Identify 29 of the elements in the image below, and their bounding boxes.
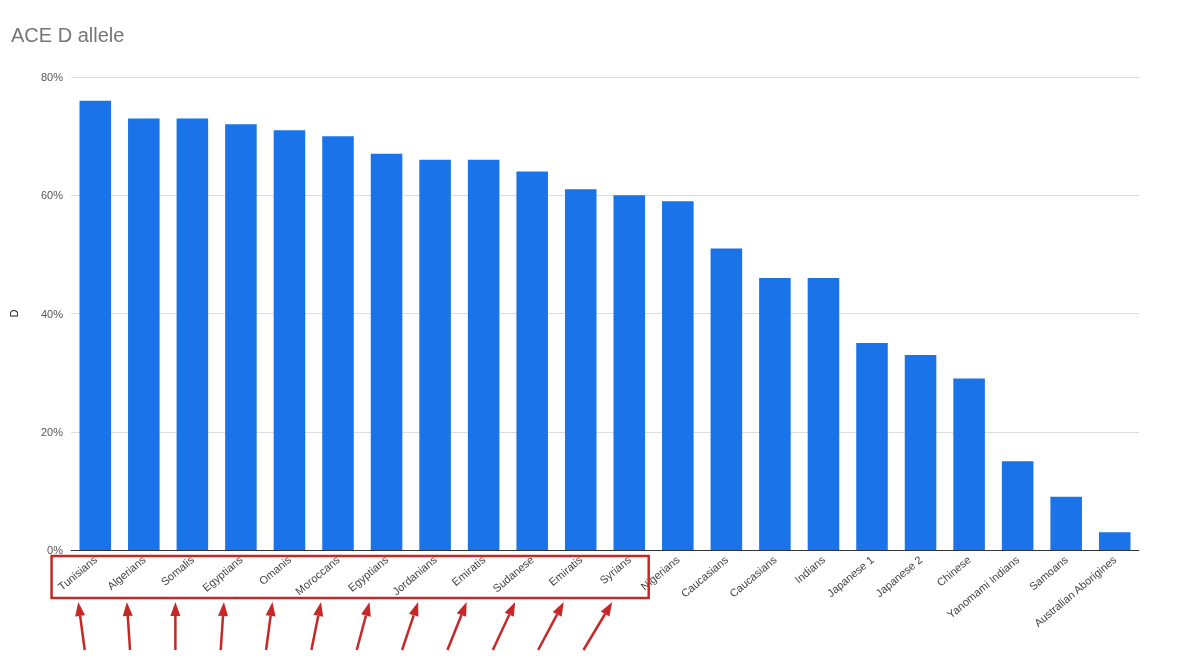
bar xyxy=(1098,532,1131,550)
bar xyxy=(953,378,985,550)
y-tick-label: 40% xyxy=(40,307,64,320)
bar xyxy=(613,195,646,550)
bar xyxy=(176,118,209,550)
bar xyxy=(322,136,354,550)
bar xyxy=(662,201,694,550)
bar xyxy=(856,343,888,550)
bar xyxy=(1001,461,1034,550)
bar xyxy=(759,278,791,550)
bar xyxy=(467,159,500,550)
bar xyxy=(710,248,743,550)
bar xyxy=(370,153,403,550)
y-axis-title: D xyxy=(7,309,20,318)
bar xyxy=(128,118,160,550)
bar xyxy=(564,189,597,550)
chart-title: ACE D allele xyxy=(11,24,125,46)
bar xyxy=(516,171,548,550)
y-tick-label: 20% xyxy=(40,425,64,438)
bar xyxy=(904,354,937,550)
bar xyxy=(79,100,112,550)
bar xyxy=(419,159,451,550)
y-tick-label: 60% xyxy=(40,189,64,202)
bar xyxy=(225,124,257,550)
y-tick-label: 80% xyxy=(40,71,64,83)
bar xyxy=(273,130,306,550)
y-tick-label: 0% xyxy=(47,544,64,556)
bar xyxy=(1050,496,1082,550)
bar xyxy=(807,278,840,550)
